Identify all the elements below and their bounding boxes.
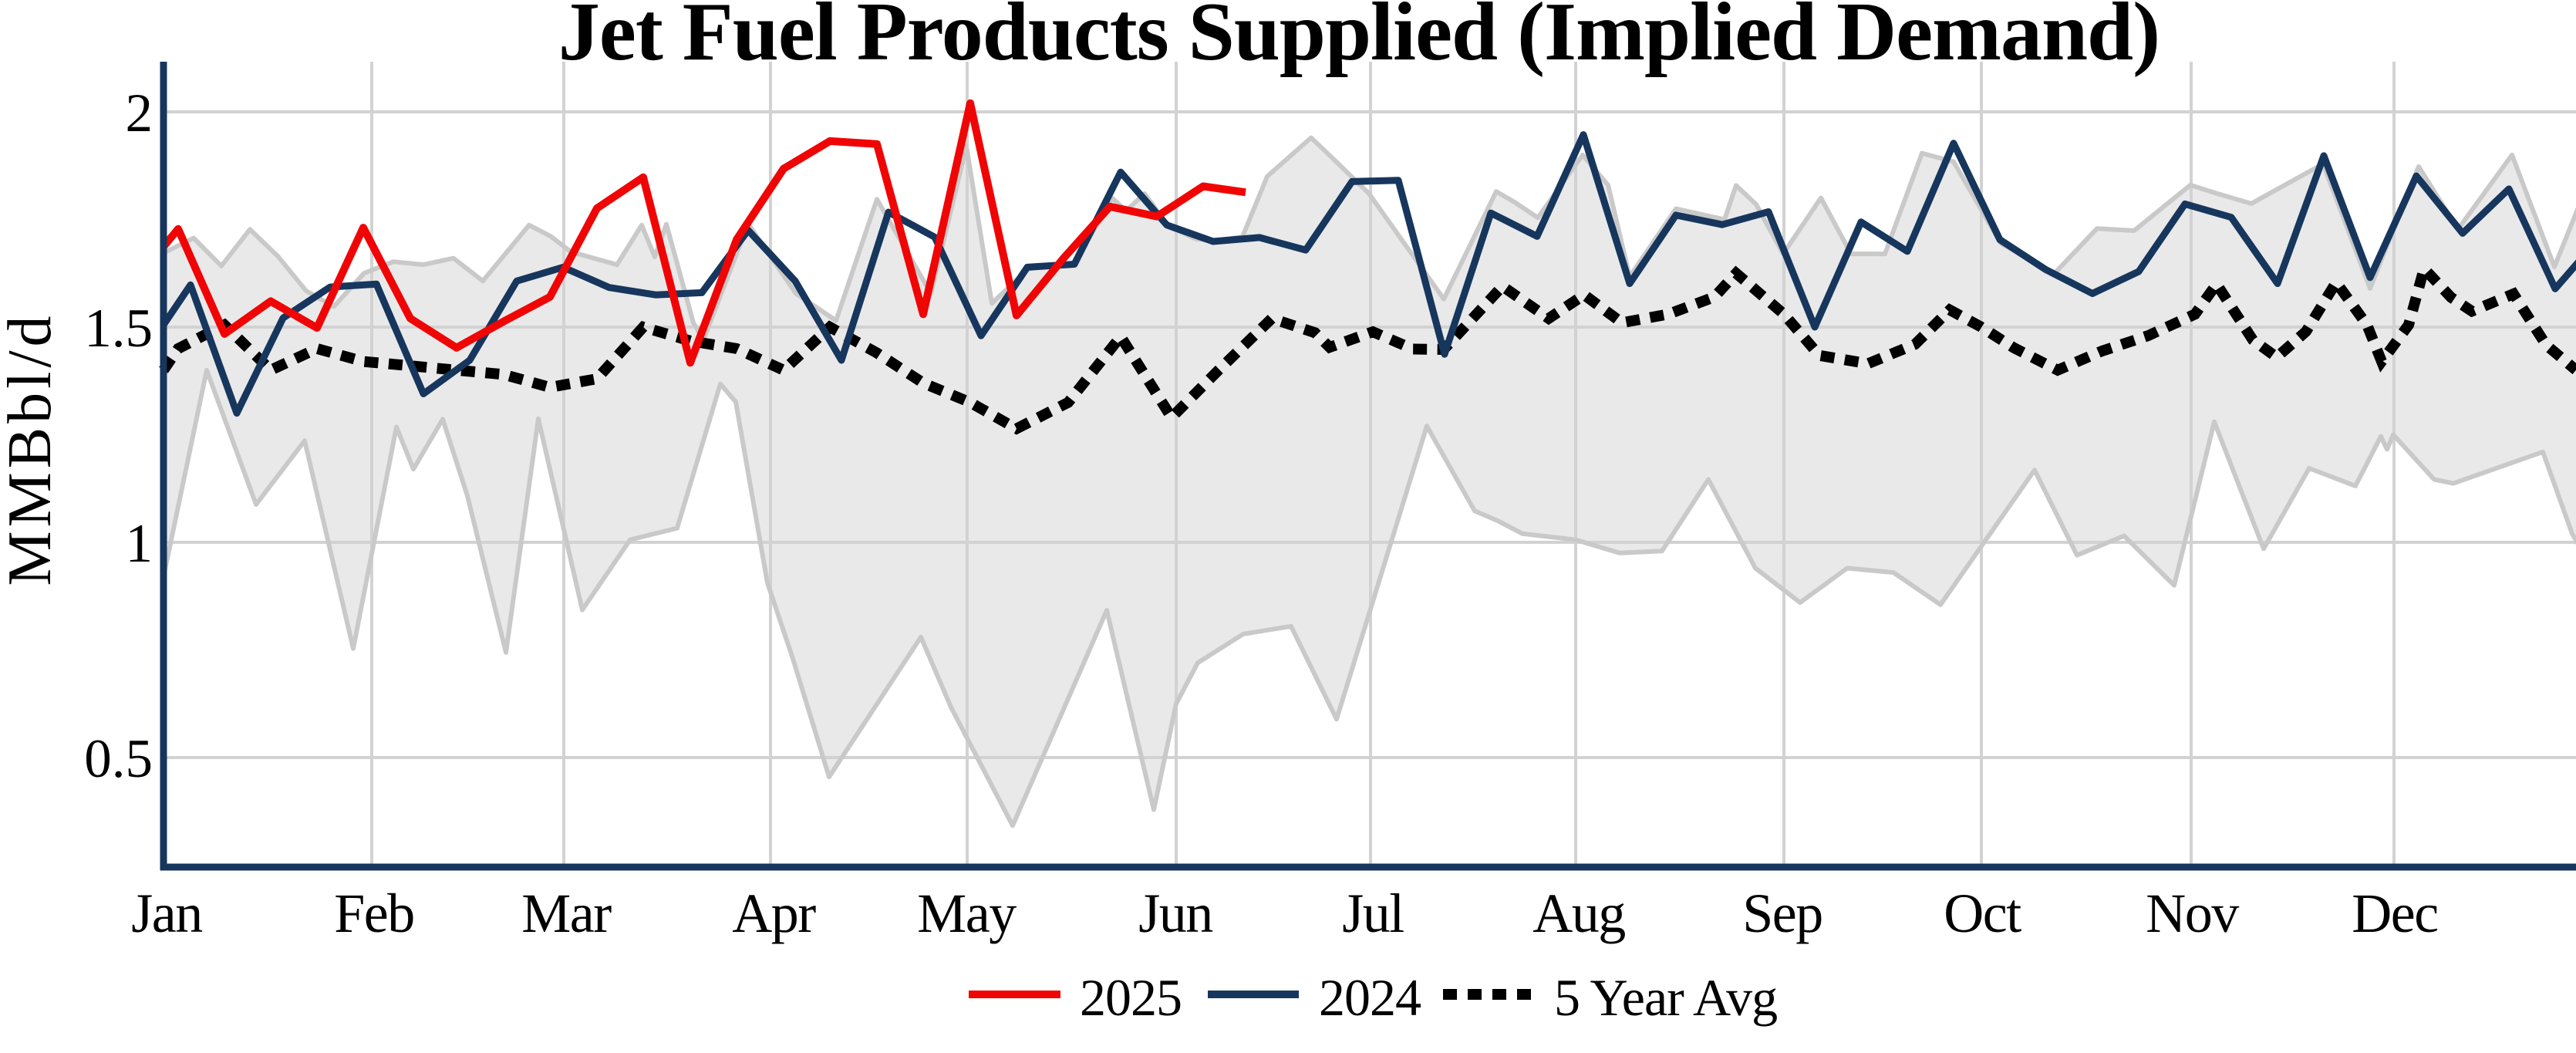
svg-text:Sep: Sep — [1742, 883, 1822, 944]
svg-text:5 Year Avg: 5 Year Avg — [1554, 968, 1777, 1027]
svg-text:2024: 2024 — [1319, 968, 1421, 1027]
svg-text:2025: 2025 — [1080, 968, 1182, 1027]
svg-text:Aug: Aug — [1532, 883, 1625, 944]
svg-text:2: 2 — [126, 83, 153, 143]
svg-text:1.5: 1.5 — [84, 299, 153, 359]
svg-text:Jet Fuel Products Supplied (Im: Jet Fuel Products Supplied (Implied Dema… — [558, 0, 2160, 78]
svg-text:Nov: Nov — [2146, 883, 2239, 944]
svg-text:MMBbl/d: MMBbl/d — [0, 312, 64, 586]
svg-text:Jun: Jun — [1138, 883, 1212, 944]
svg-text:1: 1 — [126, 514, 153, 574]
svg-text:Apr: Apr — [732, 883, 816, 944]
svg-text:Dec: Dec — [2352, 883, 2437, 944]
svg-text:Jan: Jan — [131, 883, 202, 944]
svg-text:Oct: Oct — [1944, 883, 2021, 944]
svg-text:Feb: Feb — [334, 883, 414, 944]
svg-text:May: May — [917, 883, 1017, 944]
svg-text:Jul: Jul — [1342, 883, 1404, 944]
svg-text:0.5: 0.5 — [84, 729, 153, 789]
svg-text:Mar: Mar — [521, 883, 612, 944]
